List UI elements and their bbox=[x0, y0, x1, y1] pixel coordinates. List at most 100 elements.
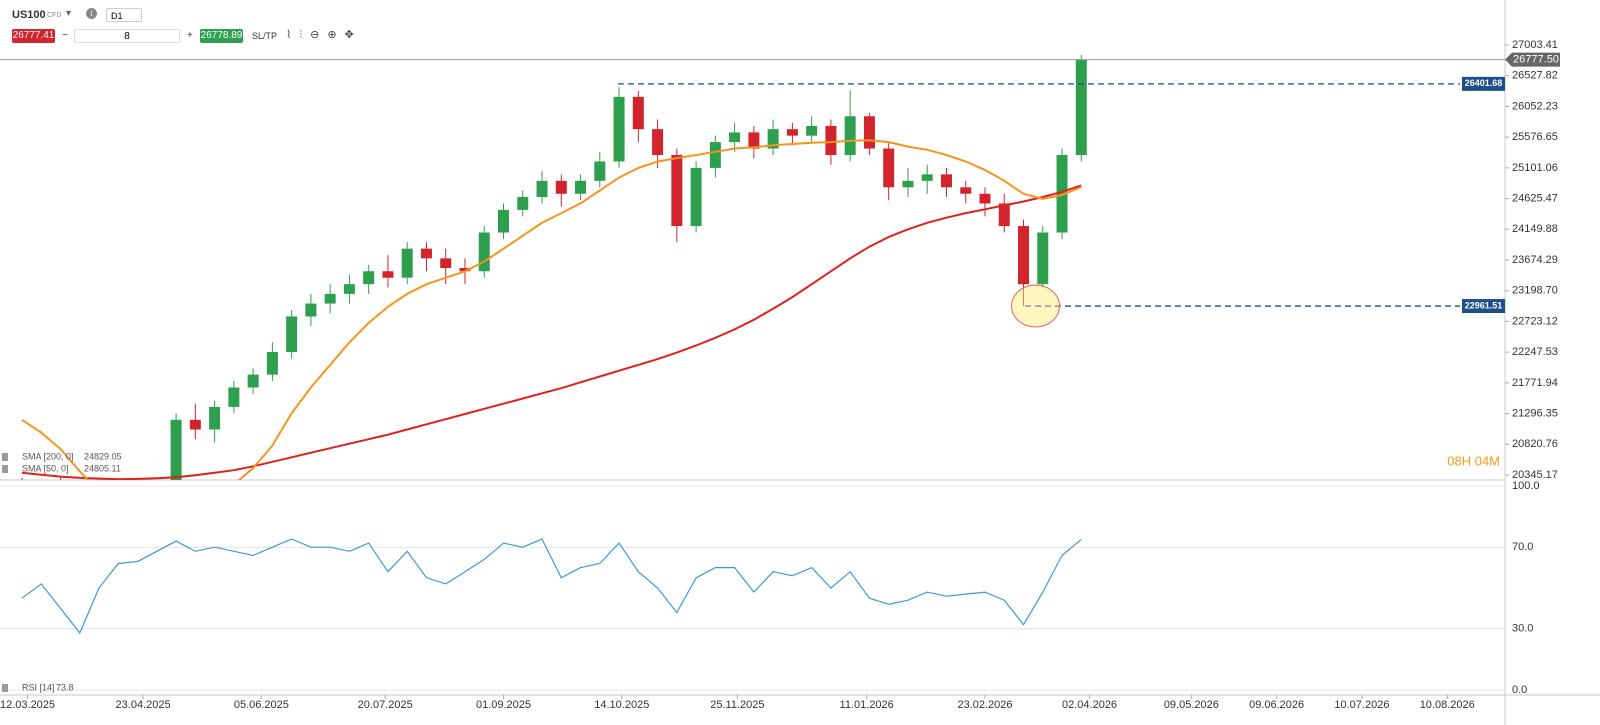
candle-body bbox=[74, 544, 85, 665]
candle-body bbox=[478, 232, 490, 272]
candle-body bbox=[228, 387, 240, 407]
candle-body bbox=[632, 96, 644, 130]
y-tick-label: 0.0 bbox=[1512, 684, 1527, 696]
legend-icon bbox=[2, 684, 8, 692]
countdown: 08H 04M bbox=[1447, 453, 1500, 468]
candle-body bbox=[132, 534, 143, 610]
x-tick-label: 12.03.2025 bbox=[0, 699, 55, 711]
y-tick-label: 22723.12 bbox=[1512, 315, 1558, 327]
y-tick-label: 26527.82 bbox=[1512, 70, 1558, 82]
x-tick-label: 01.09.2025 bbox=[476, 699, 531, 711]
legend-label: RSI [14] bbox=[22, 682, 55, 692]
candle-body bbox=[113, 581, 124, 610]
candle-body bbox=[55, 513, 66, 543]
y-tick-label: 21296.35 bbox=[1512, 407, 1558, 419]
candle-body bbox=[94, 581, 105, 665]
axes: 27003.41 26527.82 26052.23 25576.65 25101.06… bbox=[0, 39, 1560, 711]
candle-body bbox=[998, 203, 1010, 227]
candle-body bbox=[401, 248, 413, 278]
legend-icon bbox=[2, 465, 8, 473]
candle-body bbox=[940, 174, 952, 188]
symbol[interactable]: US100 bbox=[12, 9, 46, 21]
level-label: 26401.68 bbox=[1465, 78, 1503, 88]
chart-tools[interactable]: ⌇⫶⊖⊕✥ bbox=[286, 29, 362, 41]
rsi-pane bbox=[0, 485, 1505, 691]
candle-body bbox=[652, 129, 664, 156]
candle-body bbox=[844, 116, 856, 156]
sell-button[interactable]: 26777.41 bbox=[12, 29, 55, 43]
candle-body bbox=[151, 497, 162, 534]
y-tick-label: 22247.53 bbox=[1512, 346, 1558, 358]
legend-value: 24829.05 bbox=[84, 451, 122, 461]
y-tick-label: 70.0 bbox=[1512, 541, 1533, 553]
candle-body bbox=[555, 180, 567, 194]
y-tick-label: 24625.47 bbox=[1512, 192, 1558, 204]
candle-body bbox=[806, 125, 818, 136]
y-tick-label: 23674.29 bbox=[1512, 254, 1558, 266]
y-tick-label: 20820.76 bbox=[1512, 438, 1558, 450]
level-tag bbox=[1462, 299, 1505, 314]
candle-body bbox=[517, 196, 529, 210]
candle-body bbox=[286, 316, 298, 352]
candle-body bbox=[189, 419, 201, 430]
candle-body bbox=[247, 374, 259, 388]
candle-body bbox=[921, 174, 933, 181]
candle-body bbox=[709, 142, 721, 168]
candle-body bbox=[1075, 59, 1087, 156]
legend-label: SMA [50, 0] bbox=[22, 463, 69, 473]
sma-line bbox=[21, 184, 1082, 480]
x-tick-label: 05.06.2025 bbox=[234, 699, 289, 711]
candle-body bbox=[324, 293, 336, 304]
candle-body bbox=[17, 491, 28, 517]
y-tick-label: 100.0 bbox=[1512, 480, 1540, 492]
x-tick-label: 09.06.2026 bbox=[1249, 699, 1304, 711]
highlight-circle bbox=[1011, 284, 1061, 328]
candle-body bbox=[382, 271, 394, 278]
candle-body bbox=[979, 193, 991, 204]
buy-button[interactable]: 26778.89 bbox=[200, 29, 243, 43]
y-tick-label: 26052.23 bbox=[1512, 100, 1558, 112]
candle-body bbox=[748, 132, 760, 149]
y-tick-label: 23198.70 bbox=[1512, 285, 1558, 297]
candle-body bbox=[36, 513, 47, 516]
timeframe-select[interactable]: D1 bbox=[106, 8, 142, 22]
current-price-tag bbox=[1505, 52, 1560, 67]
candle-body bbox=[1018, 226, 1030, 285]
candle-body bbox=[883, 148, 895, 188]
info-icon[interactable]: i bbox=[86, 8, 97, 19]
price-pane bbox=[0, 54, 1505, 665]
current-price-label: 26777.50 bbox=[1513, 53, 1559, 65]
candle-body bbox=[594, 161, 606, 181]
y-tick-label: 30.0 bbox=[1512, 623, 1533, 635]
candle-body bbox=[459, 268, 471, 272]
y-tick-label: 25101.06 bbox=[1512, 162, 1558, 174]
candle-body bbox=[825, 125, 837, 156]
x-tick-label: 11.01.2026 bbox=[840, 699, 894, 711]
sma-line bbox=[21, 139, 1082, 480]
candle-body bbox=[575, 180, 587, 194]
quantity-input[interactable]: 8 bbox=[74, 29, 180, 43]
candle-body bbox=[1037, 232, 1049, 285]
x-tick-label: 02.04.2026 bbox=[1062, 699, 1117, 711]
candle-body bbox=[420, 248, 432, 259]
candle-body bbox=[440, 258, 452, 269]
candle-body bbox=[960, 187, 972, 194]
sltp-button[interactable]: SL/TP bbox=[252, 31, 278, 41]
candle-body bbox=[1056, 155, 1068, 233]
candle-body bbox=[786, 129, 798, 136]
instrument-type: CFD bbox=[47, 12, 62, 19]
symbol-dropdown[interactable]: ▾ bbox=[66, 8, 72, 19]
legend-label: SMA [200, 0] bbox=[22, 451, 74, 461]
y-tick-label: 25576.65 bbox=[1512, 131, 1558, 143]
decrease-button[interactable]: − bbox=[62, 30, 68, 41]
candle-body bbox=[729, 132, 741, 143]
candle-body bbox=[690, 167, 702, 227]
increase-button[interactable]: + bbox=[187, 30, 193, 41]
timeframe: D1 bbox=[111, 11, 123, 21]
candle-body bbox=[863, 116, 875, 149]
candle-body bbox=[305, 303, 317, 317]
x-tick-label: 23.02.2026 bbox=[957, 699, 1012, 711]
candle-body bbox=[902, 180, 914, 188]
legend-icon bbox=[2, 453, 8, 461]
